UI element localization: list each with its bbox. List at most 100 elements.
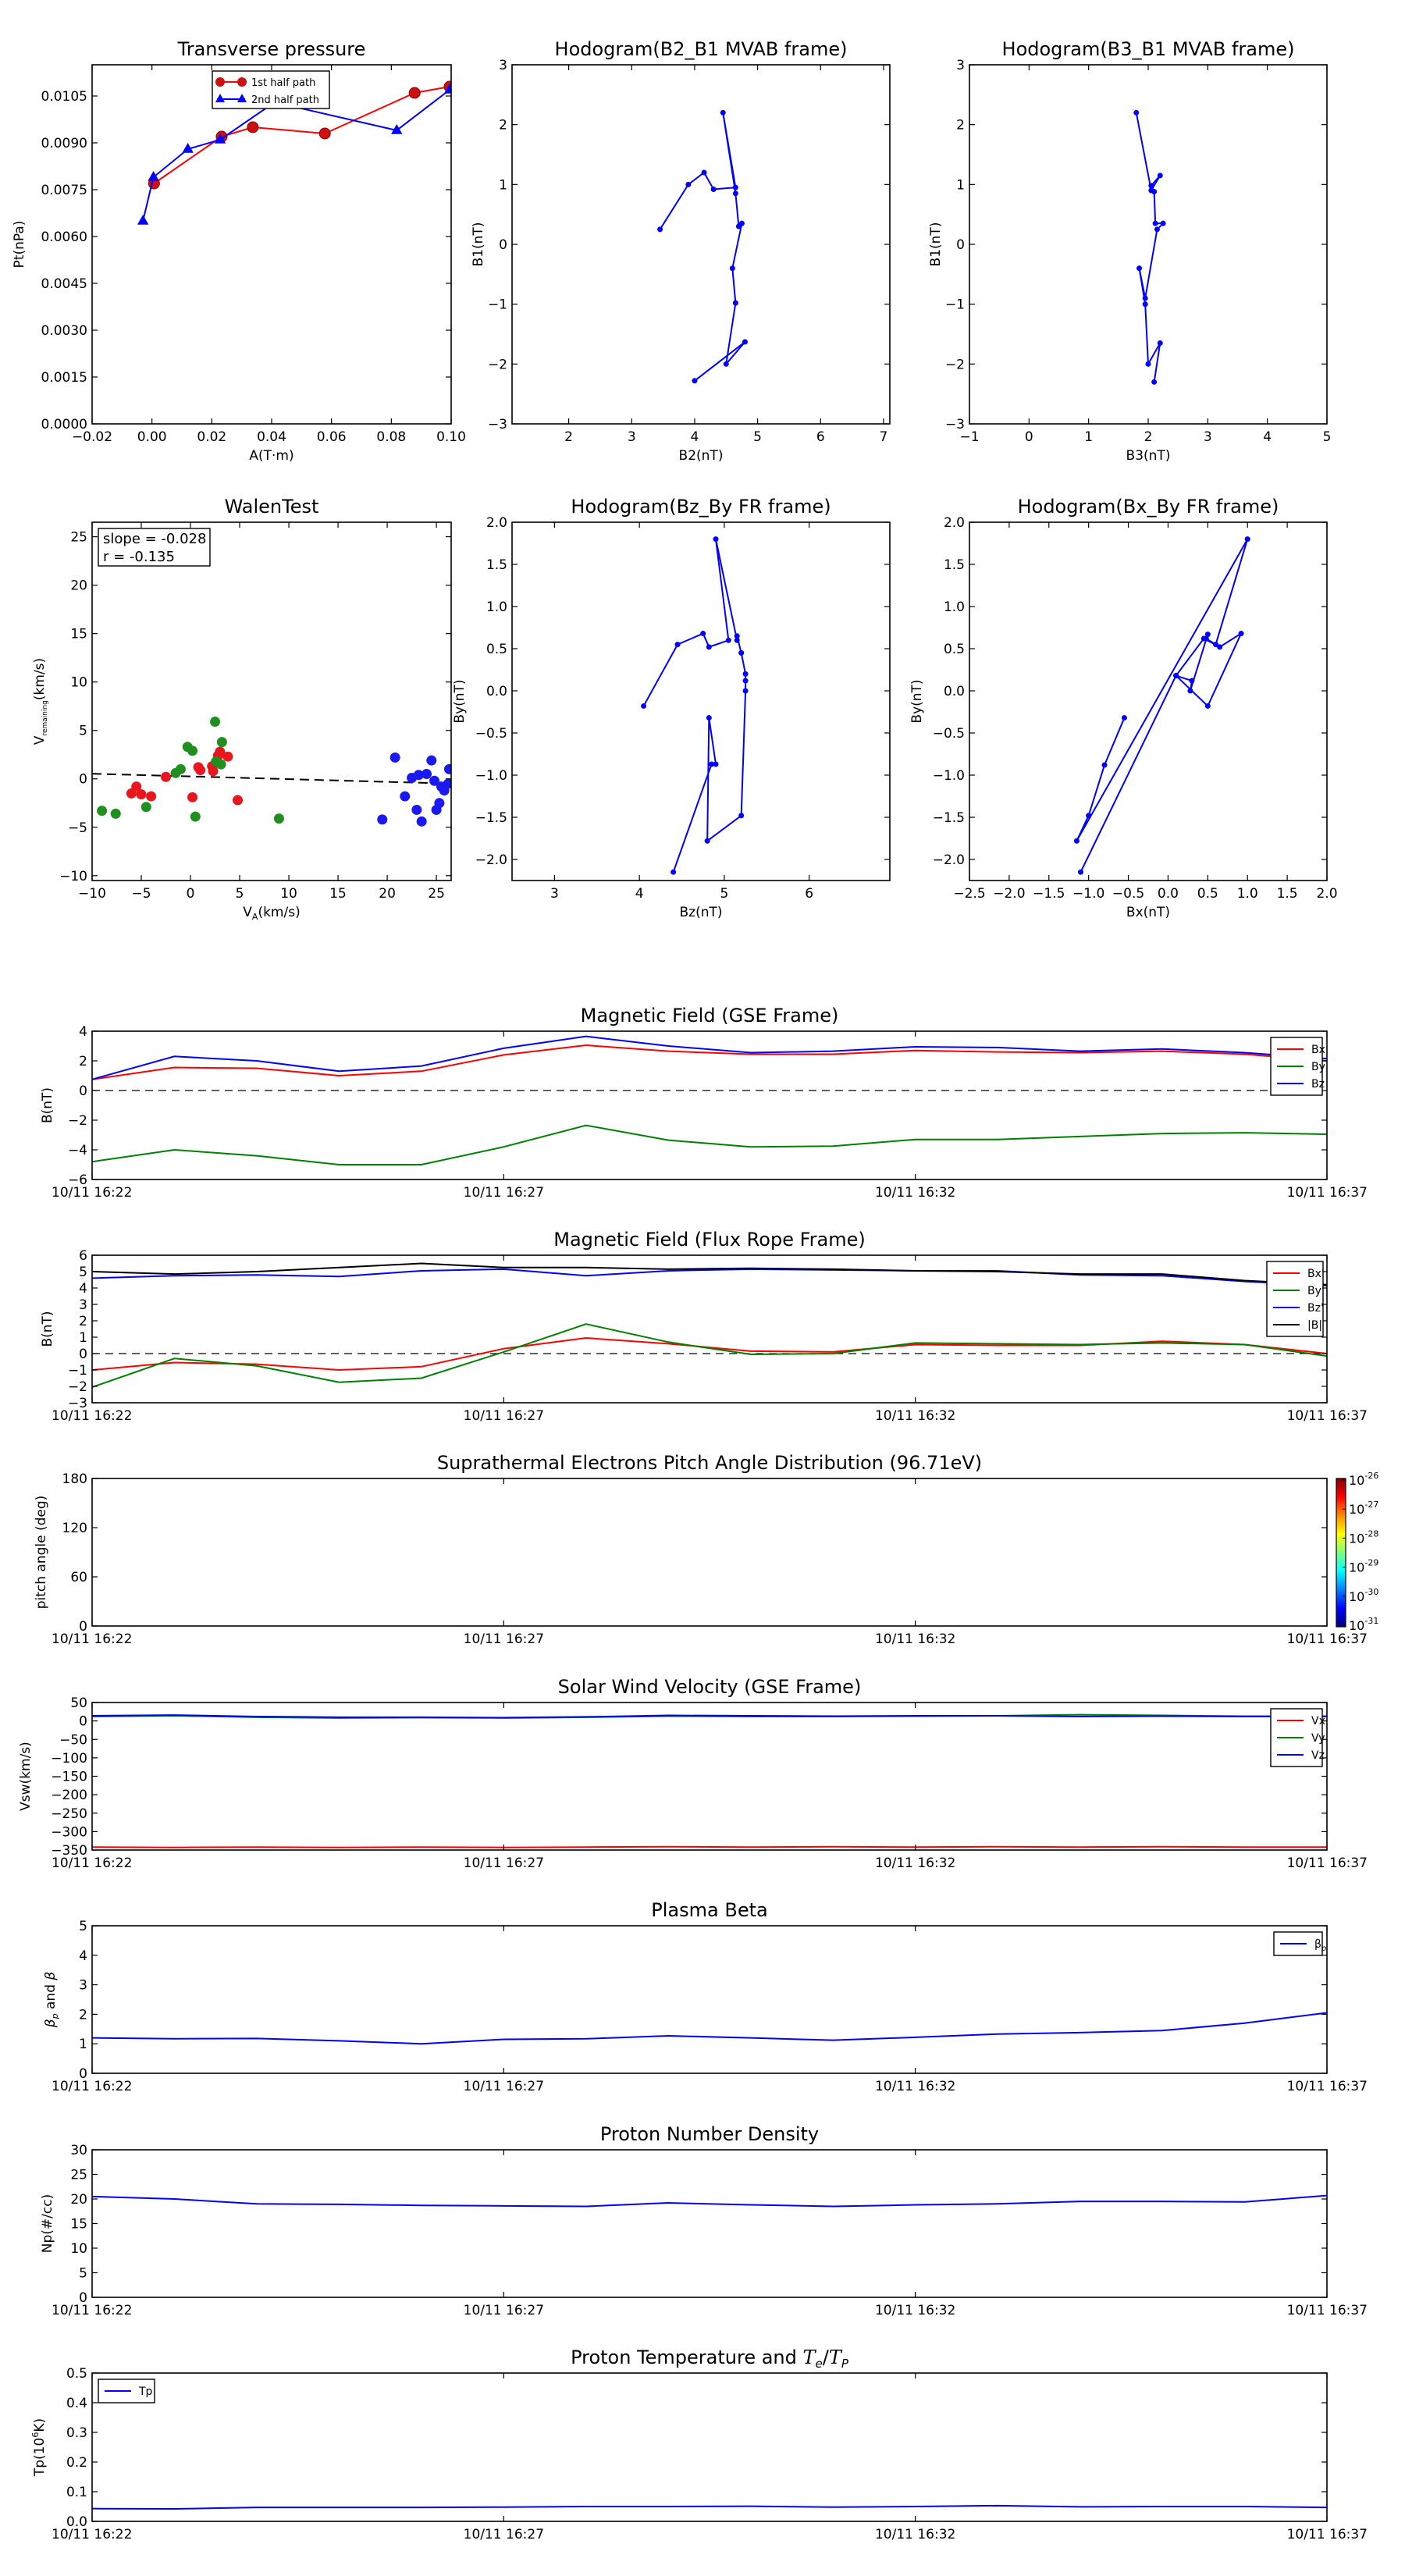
- scatter-point: [426, 755, 437, 766]
- y-tick-label: 20: [70, 578, 87, 594]
- y-tick-label: 1: [79, 2037, 87, 2052]
- data-point: [657, 226, 663, 233]
- data-point: [1204, 703, 1211, 709]
- y-tick-label: 0: [956, 237, 965, 253]
- y-tick-label: 0.0015: [41, 370, 87, 386]
- chart-title: Solar Wind Velocity (GSE Frame): [558, 1676, 862, 1698]
- legend-label: Bx': [1307, 1268, 1325, 1280]
- x-tick-label: 4: [1263, 429, 1272, 445]
- axes-frame: [91, 1254, 1328, 1404]
- data-point: [701, 169, 707, 176]
- x-tick-label: 0.06: [317, 429, 347, 445]
- x-tick-label: 10/11 16:37: [1287, 1631, 1368, 1647]
- colorbar-label: 10-28: [1349, 1528, 1378, 1546]
- scatter-point: [190, 811, 201, 822]
- data-point: [738, 649, 745, 656]
- x-tick-label: 10/11 16:37: [1287, 1185, 1368, 1201]
- legend-label: Vy: [1311, 1732, 1325, 1745]
- x-tick-label: 5: [720, 886, 728, 902]
- x-tick-label: 6: [805, 886, 813, 902]
- data-point: [742, 671, 749, 677]
- legend-sub: p: [1321, 1944, 1326, 1953]
- chart-tp: 10/11 16:22 10/11 16:27 10/11 16:32 10/11 1…: [30, 2347, 1368, 2542]
- y-tick-label: 5: [79, 1919, 87, 1934]
- y-tick-label: 0: [79, 2290, 87, 2306]
- y-tick-label: −150: [51, 1770, 87, 1785]
- scatter-point: [146, 791, 157, 802]
- scatter-point: [216, 737, 227, 748]
- chart-walen: WalenTest −10 −5 0 5 10 15 20 25 −10 −5 0 5 10 15 20 25 s…: [32, 496, 452, 922]
- chart-title: Suprathermal Electrons Pitch Angle Distr…: [437, 1452, 982, 1474]
- y-tick-label: −1.5: [933, 810, 965, 826]
- y-tick-label: 25: [70, 530, 87, 546]
- title-te: T: [803, 2347, 817, 2368]
- legend: Vx Vy Vz: [1270, 1708, 1325, 1767]
- data-point: [692, 378, 698, 384]
- series-line-0: [92, 2194, 1327, 2208]
- data-point: [732, 184, 738, 190]
- scatter-point: [187, 745, 198, 756]
- y-tick-label: 180: [62, 1471, 87, 1487]
- y-tick-label: −6: [68, 1172, 87, 1188]
- x-tick-label: 10/11 16:37: [1287, 1408, 1368, 1424]
- scatter-point: [131, 781, 142, 792]
- y-axis-label: Tp(106K): [30, 2418, 48, 2477]
- y-tick-label: 0: [499, 237, 507, 253]
- y-label-beta2: β: [43, 1972, 59, 1981]
- data-point: [720, 109, 726, 116]
- chart-bfr: Magnetic Field (Flux Rope Frame) 10/11 16…: [40, 1229, 1368, 1424]
- x-tick-label: 2: [1144, 429, 1153, 445]
- x-axis-label: B2(nT): [679, 448, 724, 464]
- legend-marker: [237, 94, 247, 102]
- annotation-slope: slope = -0.028: [103, 531, 206, 547]
- x-axis-label: Bz(nT): [679, 905, 722, 920]
- chart-np: Proton Number Density 10/11 16:22 10/11 16…: [40, 2123, 1368, 2318]
- y-tick-label: 3: [79, 1978, 87, 1994]
- y-tick-label: 0.0000: [41, 417, 87, 432]
- x-tick-label: 0.00: [137, 429, 167, 445]
- y-tick-label: 0.4: [66, 2396, 87, 2411]
- x-tick-label: 10/11 16:32: [875, 2303, 955, 2318]
- legend: Bx' By' Bz' |B|: [1266, 1261, 1325, 1337]
- y-tick-label: 25: [70, 2168, 87, 2183]
- x-tick-label: 10/11 16:22: [52, 2303, 132, 2318]
- y-label-and: and: [43, 1980, 59, 2014]
- data-point: [214, 133, 226, 144]
- scatter-point: [273, 813, 284, 824]
- x-tick-label: −10: [78, 886, 106, 902]
- x-tick-label: 3: [1204, 429, 1212, 445]
- y-tick-label: 2.0: [944, 515, 965, 531]
- data-point: [1142, 295, 1148, 301]
- x-tick-label: −2.0: [993, 886, 1025, 902]
- colorbar-bar: [1336, 1478, 1346, 1628]
- series-line-βp: [92, 2012, 1327, 2045]
- title-sub-p: P: [841, 2357, 849, 2371]
- annotation-box: [98, 528, 211, 567]
- x-tick-label: 10/11 16:32: [875, 2079, 955, 2094]
- chart-title: Transverse pressure: [177, 38, 366, 60]
- scatter-point: [175, 763, 186, 774]
- x-axis-label: VA(km/s): [243, 905, 300, 922]
- y-tick-label: −2: [68, 1113, 87, 1129]
- y-tick-label: −1.5: [475, 810, 507, 826]
- y-tick-label: 0.0105: [41, 89, 87, 105]
- y-tick-label: 1.0: [486, 600, 507, 615]
- x-tick-label: 6: [816, 429, 825, 445]
- x-tick-label: 10/11 16:22: [52, 2527, 132, 2542]
- y-tick-label: −1: [945, 297, 965, 313]
- x-tick-label: 15: [329, 886, 347, 902]
- chart-title: Proton Number Density: [600, 2123, 819, 2145]
- y-tick-label: −300: [51, 1824, 87, 1840]
- y-tick-label: 4: [79, 1281, 87, 1297]
- scatter-point: [416, 816, 427, 827]
- colorbar-label: 10-26: [1349, 1471, 1378, 1488]
- x-tick-label: 0.02: [197, 429, 226, 445]
- colorbar-label: 10-30: [1349, 1587, 1378, 1604]
- y-tick-label: 2: [956, 118, 965, 133]
- fit-line: [92, 773, 451, 785]
- series-line-Tp: [92, 2504, 1327, 2510]
- y-tick-label: 0.0075: [41, 183, 87, 198]
- y-tick-label: −1: [68, 1363, 87, 1379]
- y-axis-label: By(nT): [909, 679, 925, 723]
- scatter-point: [377, 814, 388, 825]
